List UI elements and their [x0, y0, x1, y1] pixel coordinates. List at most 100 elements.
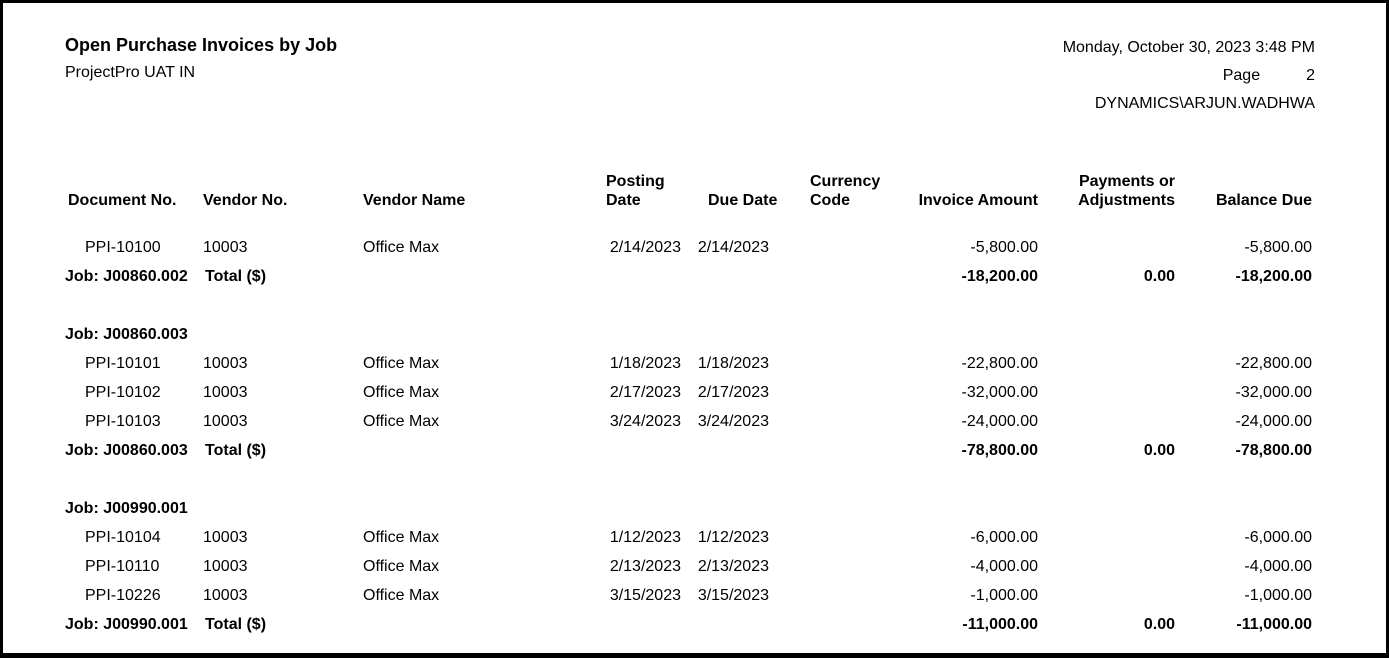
cell-vendor-no: 10003: [203, 558, 248, 575]
report-title: Open Purchase Invoices by Job: [65, 35, 338, 55]
column-header-balance-due: Balance Due: [1215, 192, 1312, 209]
cell-invoice-amount: -18,200.00: [961, 268, 1038, 285]
cell-vendor-name: Office Max: [363, 558, 440, 575]
cell-balance-due: -18,200.00: [1235, 268, 1312, 285]
cell-posting-date: 2/13/2023: [609, 558, 681, 575]
cell-invoice-amount: -5,800.00: [970, 239, 1038, 256]
cell-posting-date: 2/14/2023: [609, 239, 681, 256]
table-row-total: Job: J00860.002 Total ($) -18,200.00 0.00 -1…: [3, 262, 1386, 291]
cell-due-date: 1/18/2023: [697, 355, 769, 372]
cell-invoice-amount: -22,800.00: [961, 355, 1038, 372]
cell-due-date: 1/12/2023: [697, 529, 769, 546]
cell-invoice-amount: -11,000.00: [962, 616, 1038, 633]
cell-vendor-name: Office Max: [363, 239, 440, 256]
cell-invoice-amount: -78,800.00: [961, 442, 1038, 459]
cell-balance-due: -32,000.00: [1235, 384, 1312, 401]
cell-document-no: PPI-10104: [85, 529, 161, 546]
cell-vendor-no: 10003: [203, 529, 248, 546]
page-label: Page: [1222, 67, 1261, 84]
table-row-data: PPI-10104 10003 Office Max 1/12/2023 1/12/20…: [3, 523, 1386, 552]
cell-vendor-name: Office Max: [363, 384, 440, 401]
cell-balance-due: -6,000.00: [1244, 529, 1312, 546]
company-name: ProjectPro UAT IN: [65, 64, 196, 81]
column-header-vendor-name: Vendor Name: [363, 192, 466, 209]
cell-vendor-no: 10003: [203, 413, 248, 430]
cell-posting-date: 3/24/2023: [609, 413, 681, 430]
job-total-label: Job: J00860.003: [65, 442, 188, 459]
table-row-spacer: [3, 291, 1386, 320]
cell-vendor-name: Office Max: [363, 529, 440, 546]
page-number-line: Page 2: [1063, 62, 1315, 90]
cell-posting-date: 1/18/2023: [609, 355, 681, 372]
cell-balance-due: -24,000.00: [1235, 413, 1312, 430]
cell-due-date: 2/13/2023: [697, 558, 769, 575]
cell-invoice-amount: -32,000.00: [961, 384, 1038, 401]
cell-balance-due: -5,800.00: [1244, 239, 1312, 256]
cell-posting-date: 3/15/2023: [609, 587, 681, 604]
table-row-data: PPI-10103 10003 Office Max 3/24/2023 3/24/20…: [3, 407, 1386, 436]
table-row-total: Job: J00990.001 Total ($) -11,000.00 0.00 -1…: [3, 610, 1386, 639]
cell-document-no: PPI-10103: [85, 413, 161, 430]
column-header-payments-adjustments: Payments or Adjustments: [1078, 173, 1175, 209]
report-table-body: PPI-10100 10003 Office Max 2/14/2023 2/14/20…: [3, 233, 1386, 653]
cell-balance-due: -1,000.00: [1244, 587, 1312, 604]
cell-document-no: PPI-10100: [85, 239, 161, 256]
total-caption: Total ($): [205, 442, 267, 459]
table-row-data: PPI-10102 10003 Office Max 2/17/2023 2/17/20…: [3, 378, 1386, 407]
cell-document-no: PPI-10102: [85, 384, 161, 401]
table-row-spacer: [3, 465, 1386, 494]
column-header-currency-code: Currency Code: [810, 173, 881, 209]
column-header-document-no: Document No.: [68, 192, 177, 209]
cell-payments-or-adjustments: 0.00: [1143, 616, 1175, 633]
table-row-data: PPI-10226 10003 Office Max 3/15/2023 3/15/20…: [3, 581, 1386, 610]
column-header-invoice-amount: Invoice Amount: [918, 192, 1038, 209]
cell-payments-or-adjustments: 0.00: [1143, 442, 1175, 459]
table-row-job_header: Job: J00990.001: [3, 494, 1386, 523]
report-header-right: Monday, October 30, 2023 3:48 PM Page 2 …: [1063, 34, 1315, 118]
column-header-vendor-no: Vendor No.: [203, 192, 288, 209]
cell-vendor-name: Office Max: [363, 587, 440, 604]
page-number: 2: [1306, 67, 1315, 84]
cell-vendor-no: 10003: [203, 384, 248, 401]
table-row-data: PPI-10110 10003 Office Max 2/13/2023 2/13/20…: [3, 552, 1386, 581]
cell-vendor-no: 10003: [203, 239, 248, 256]
column-header-due-date: Due Date: [708, 192, 778, 209]
total-caption: Total ($): [205, 616, 267, 633]
cell-payments-or-adjustments: 0.00: [1143, 268, 1175, 285]
cell-vendor-no: 10003: [203, 355, 248, 372]
job-header-label: Job: J00990.001: [65, 500, 188, 517]
table-row-job_header: Job: J00860.003: [3, 320, 1386, 349]
column-header-row: Document No. Vendor No. Vendor Name Post…: [3, 158, 1386, 210]
cell-posting-date: 2/17/2023: [609, 384, 681, 401]
table-row-data: PPI-10101 10003 Office Max 1/18/2023 1/18/20…: [3, 349, 1386, 378]
cell-due-date: 3/15/2023: [697, 587, 769, 604]
report-user: DYNAMICS\ARJUN.WADHWA: [1094, 95, 1315, 112]
cell-document-no: PPI-10101: [85, 355, 161, 372]
cell-vendor-name: Office Max: [363, 413, 440, 430]
cell-invoice-amount: -1,000.00: [970, 587, 1038, 604]
cell-balance-due: -11,000.00: [1236, 616, 1312, 633]
cell-due-date: 3/24/2023: [697, 413, 769, 430]
cell-balance-due: -4,000.00: [1244, 558, 1312, 575]
cell-balance-due: -22,800.00: [1235, 355, 1312, 372]
cell-invoice-amount: -24,000.00: [961, 413, 1038, 430]
total-caption: Total ($): [205, 268, 267, 285]
cell-posting-date: 1/12/2023: [609, 529, 681, 546]
cell-due-date: 2/17/2023: [697, 384, 769, 401]
cell-invoice-amount: -6,000.00: [970, 529, 1038, 546]
cell-document-no: PPI-10110: [85, 558, 160, 575]
job-total-label: Job: J00990.001: [65, 616, 188, 633]
cell-vendor-name: Office Max: [363, 355, 440, 372]
cell-document-no: PPI-10226: [85, 587, 161, 604]
cell-balance-due: -78,800.00: [1235, 442, 1312, 459]
table-row-data: PPI-10100 10003 Office Max 2/14/2023 2/14/20…: [3, 233, 1386, 262]
table-row-total: Job: J00860.003 Total ($) -78,800.00 0.00 -7…: [3, 436, 1386, 465]
cell-due-date: 2/14/2023: [697, 239, 769, 256]
cell-invoice-amount: -4,000.00: [970, 558, 1038, 575]
cell-vendor-no: 10003: [203, 587, 248, 604]
column-header-posting-date: Posting Date: [606, 173, 665, 209]
job-total-label: Job: J00860.002: [65, 268, 188, 285]
report-datetime: Monday, October 30, 2023 3:48 PM: [1062, 39, 1315, 56]
job-header-label: Job: J00860.003: [65, 326, 188, 343]
